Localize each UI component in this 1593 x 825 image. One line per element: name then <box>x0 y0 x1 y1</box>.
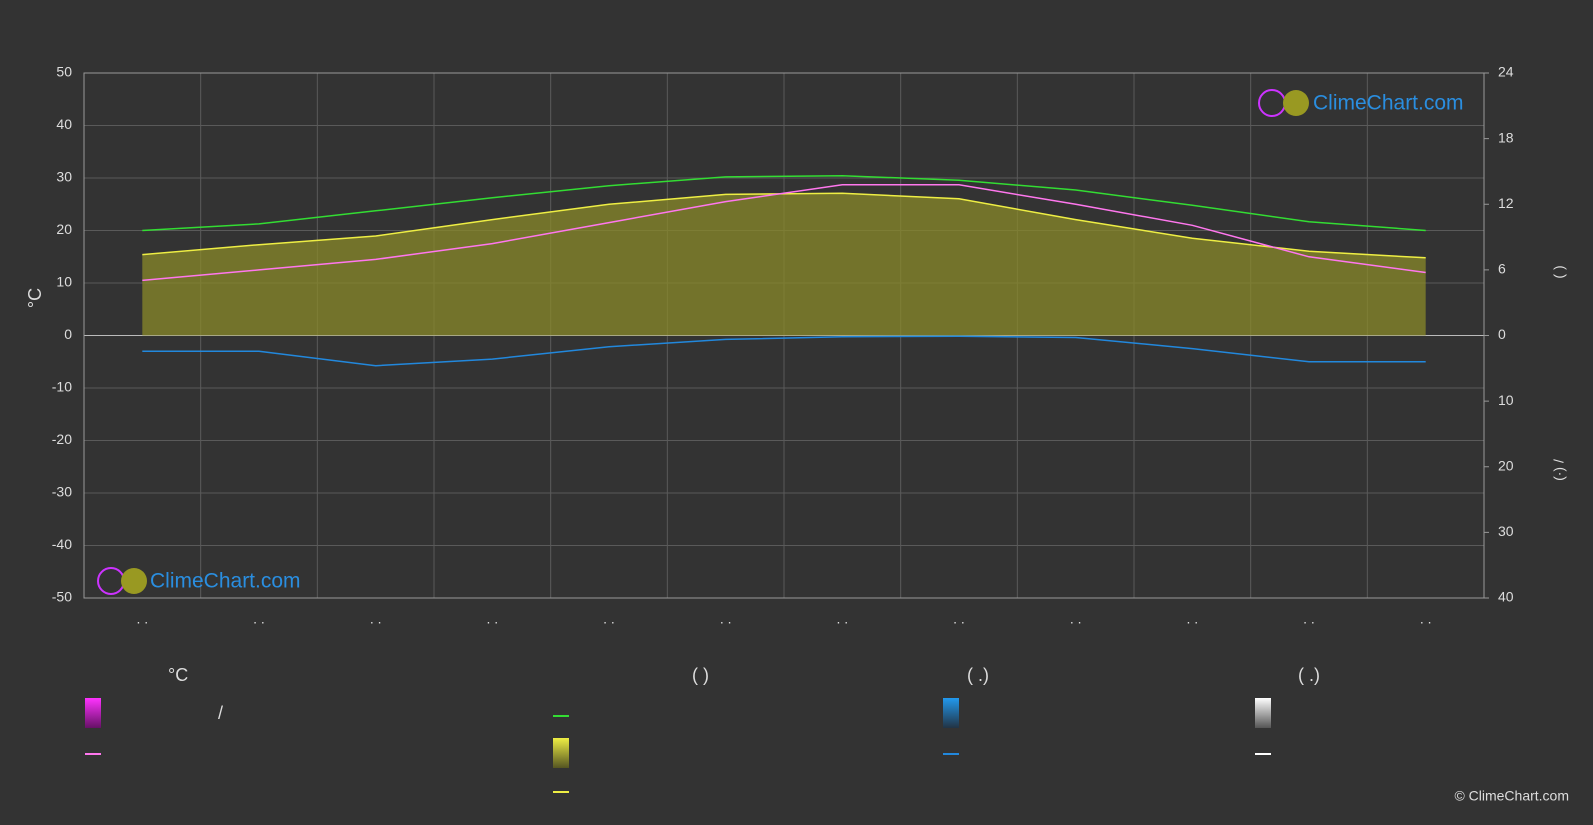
x-tick-label: . . <box>253 611 265 627</box>
y-tick-label: -50 <box>52 589 72 605</box>
y-tick-label: 30 <box>56 169 72 185</box>
y3-tick-label: 30 <box>1498 523 1514 539</box>
legend-swatch <box>1255 698 1271 728</box>
y3-tick-label: 40 <box>1498 589 1514 605</box>
x-tick-label: . . <box>1303 611 1315 627</box>
x-tick-label: . . <box>1070 611 1082 627</box>
y-tick-label: -10 <box>52 379 72 395</box>
logo-text: ClimeChart.com <box>1313 92 1464 115</box>
logo-text: ClimeChart.com <box>150 570 301 593</box>
y2-tick-label: 24 <box>1498 64 1514 80</box>
x-tick-label: . . <box>136 611 148 627</box>
y-tick-label: 20 <box>56 221 72 237</box>
plot-border <box>83 72 1485 599</box>
y-tick-label: -30 <box>52 484 72 500</box>
area <box>142 193 1426 336</box>
logo-icon <box>1283 90 1309 116</box>
y-tick-label: -40 <box>52 536 72 552</box>
logo-top: ClimeChart.com <box>1258 89 1464 117</box>
x-tick-label: . . <box>836 611 848 627</box>
legend-header: ( .) <box>1298 665 1320 685</box>
x-tick-label: . . <box>603 611 615 627</box>
copyright: © ClimeChart.com <box>1454 788 1569 804</box>
x-tick-label: . . <box>486 611 498 627</box>
y-axis-label: °C <box>25 288 45 308</box>
legend-header: ( ) <box>692 665 709 685</box>
y3-tick-label: 20 <box>1498 457 1514 473</box>
y3-axis-label: (·) / <box>1551 459 1567 481</box>
y-tick-label: 40 <box>56 116 72 132</box>
marks: -50 -40 -30 -20 -10 0 10 20 30 40 50 0 6 12 18 24 10 20 30… <box>52 64 1514 627</box>
series-line <box>142 335 1426 367</box>
x-tick-label: . . <box>1186 611 1198 627</box>
legend-swatch <box>553 738 569 768</box>
y-tick-label: 50 <box>56 64 72 80</box>
y2-axis-label: ( ) <box>1551 265 1567 278</box>
x-tick-label: . . <box>953 611 965 627</box>
legend: °C ( ) ( .) ( .) / <box>85 665 1320 793</box>
y-tick-label: -20 <box>52 431 72 447</box>
legend-swatch <box>943 698 959 728</box>
y-tick-label: 0 <box>64 326 72 342</box>
logo-bottom: ClimeChart.com <box>97 567 301 595</box>
series-line <box>142 175 1426 232</box>
legend-label: / <box>218 703 223 723</box>
y2-tick-label: 6 <box>1498 261 1506 277</box>
logo-icon <box>121 568 147 594</box>
legend-header: ( .) <box>967 665 989 685</box>
series-line <box>142 184 1426 282</box>
legend-swatch <box>85 698 101 728</box>
legend-header: °C <box>168 665 188 685</box>
y2-tick-label: 18 <box>1498 129 1514 145</box>
x-tick-label: . . <box>370 611 382 627</box>
y3-tick-label: 10 <box>1498 392 1514 408</box>
y-tick-label: 10 <box>56 274 72 290</box>
x-tick-label: . . <box>720 611 732 627</box>
y2-tick-label: 0 <box>1498 326 1506 342</box>
x-tick-label: . . <box>1420 611 1432 627</box>
y2-tick-label: 12 <box>1498 195 1514 211</box>
